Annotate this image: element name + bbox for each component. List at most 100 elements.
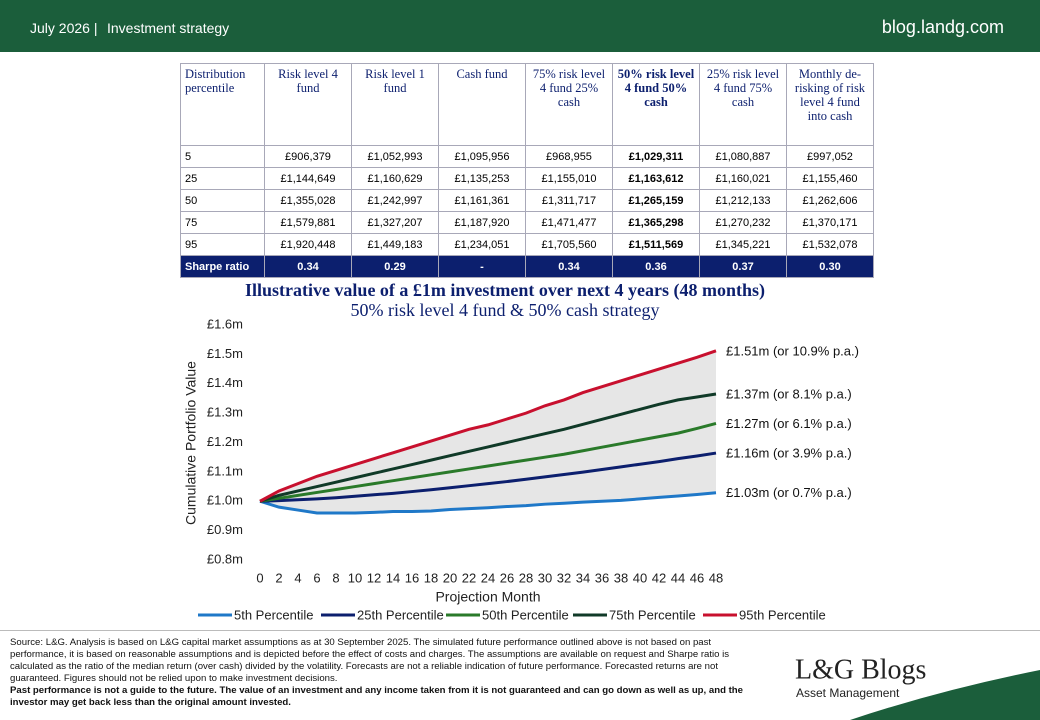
series-line — [259, 421, 717, 503]
x-tick-label: 2 — [275, 570, 282, 585]
table-cell: £1,532,078 — [786, 233, 874, 256]
column-header: Distribution percentile — [180, 63, 265, 146]
x-tick-label: 26 — [500, 570, 514, 585]
series-line — [259, 491, 717, 515]
x-tick-label: 14 — [386, 570, 400, 585]
column-header: Cash fund — [438, 63, 526, 146]
y-tick-label: £0.9m — [207, 522, 243, 537]
y-tick-label: £1.2m — [207, 434, 243, 449]
y-tick-label: £1.4m — [207, 375, 243, 390]
table-cell: £1,163,612 — [612, 167, 700, 190]
x-tick-label: 28 — [519, 570, 533, 585]
table-cell: £1,161,361 — [438, 189, 526, 212]
end-annotation: £1.03m (or 0.7% p.a.) — [726, 485, 852, 500]
source-note: Source: L&G. Analysis is based on L&G ca… — [10, 637, 730, 684]
summary-cell: 0.37 — [699, 255, 787, 278]
x-tick-label: 46 — [690, 570, 704, 585]
legend-label: 5th Percentile — [234, 607, 314, 622]
data-table: Distribution percentile Risk level 4 fund… — [180, 63, 874, 278]
table-cell: £1,262,606 — [786, 189, 874, 212]
end-annotation: £1.16m (or 3.9% p.a.) — [726, 446, 852, 461]
logo-text: L&G Blogs — [795, 654, 926, 685]
series-line — [259, 392, 717, 503]
summary-cell: - — [438, 255, 526, 278]
x-axis-label: Projection Month — [435, 589, 540, 605]
table-cell: £1,265,159 — [612, 189, 700, 212]
y-tick-label: £1.0m — [207, 493, 243, 508]
table-row: 95 £1,920,448 £1,449,183 £1,234,051 £1,705,5… — [180, 233, 874, 256]
x-tick-label: 36 — [595, 570, 609, 585]
summary-cell: 0.30 — [786, 255, 874, 278]
x-tick-label: 0 — [256, 570, 263, 585]
table-cell: £906,379 — [264, 145, 352, 168]
table-cell: £1,365,298 — [612, 211, 700, 234]
x-tick-label: 40 — [633, 570, 647, 585]
x-tick-label: 16 — [405, 570, 419, 585]
table-row: 5 £906,379 £1,052,993 £1,095,956 £968,955 £1,… — [180, 145, 874, 168]
header-bar: July 2026 | Investment strategy blog.lan… — [0, 0, 1040, 52]
x-tick-label: 8 — [332, 570, 339, 585]
series-line — [259, 451, 717, 503]
end-annotation: £1.27m (or 6.1% p.a.) — [726, 416, 852, 431]
chart: Illustrative value of a £1m investment o… — [183, 280, 859, 622]
y-tick-label: £0.8m — [207, 551, 243, 566]
logo: L&G Blogs Asset Management — [795, 654, 1040, 720]
x-tick-label: 24 — [481, 570, 495, 585]
footer-rule — [0, 630, 1040, 631]
table-cell: £1,234,051 — [438, 233, 526, 256]
column-header: 25% risk level 4 fund 75% cash — [699, 63, 787, 146]
column-header: Risk level 1 fund — [351, 63, 439, 146]
table-cell: £1,029,311 — [612, 145, 700, 168]
percentile-band — [260, 350, 716, 513]
logo-swoosh — [850, 670, 1040, 720]
x-tick-label: 32 — [557, 570, 571, 585]
y-axis-label: Cumulative Portfolio Value — [183, 361, 199, 525]
x-tick-label: 44 — [671, 570, 685, 585]
end-annotation: £1.37m (or 8.1% p.a.) — [726, 386, 852, 401]
table-cell: £1,345,221 — [699, 233, 787, 256]
x-tick-label: 42 — [652, 570, 666, 585]
chart-title: Illustrative value of a £1m investment o… — [245, 280, 765, 301]
summary-row: Sharpe ratio 0.34 0.29-0.34 0.36 0.37 0.30 — [180, 255, 874, 278]
disclaimer: Past performance is not a guide to the f… — [10, 685, 743, 708]
legend-label: 75th Percentile — [609, 607, 696, 622]
table-cell: 50 — [180, 189, 265, 212]
legend-label: 50th Percentile — [482, 607, 569, 622]
column-header: Monthly de-risking of risk level 4 fund … — [786, 63, 874, 146]
x-tick-label: 18 — [424, 570, 438, 585]
x-tick-label: 30 — [538, 570, 552, 585]
summary-cell: Sharpe ratio — [180, 255, 265, 278]
table-cell: £1,242,997 — [351, 189, 439, 212]
table-cell: £1,095,956 — [438, 145, 526, 168]
x-tick-label: 48 — [709, 570, 723, 585]
header-row: Distribution percentile Risk level 4 fund… — [180, 63, 874, 146]
y-tick-label: £1.6m — [207, 316, 243, 331]
table-cell: £968,955 — [525, 145, 613, 168]
x-tick-label: 10 — [348, 570, 362, 585]
header-site: blog.landg.com — [881, 17, 1004, 37]
x-tick-label: 6 — [313, 570, 320, 585]
end-annotation: £1.51m (or 10.9% p.a.) — [726, 343, 859, 358]
x-tick-label: 22 — [462, 570, 476, 585]
table-row: 25 £1,144,649 £1,160,629 £1,135,253 £1,155,0… — [180, 167, 874, 190]
x-tick-label: 12 — [367, 570, 381, 585]
table-cell: £1,370,171 — [786, 211, 874, 234]
summary-cell: 0.29 — [351, 255, 439, 278]
header-section: Investment strategy — [107, 20, 230, 36]
logo-subtext: Asset Management — [796, 686, 900, 700]
header-date: July 2026 | — [30, 20, 98, 36]
x-tick-label: 34 — [576, 570, 590, 585]
legend-label: 95th Percentile — [739, 607, 826, 622]
table-row: 50 £1,355,028 £1,242,997 £1,161,361 £1,311,7… — [180, 189, 874, 212]
summary-cell: 0.36 — [612, 255, 700, 278]
y-tick-label: £1.3m — [207, 405, 243, 420]
x-tick-label: 38 — [614, 570, 628, 585]
x-tick-label: 4 — [294, 570, 301, 585]
chart-subtitle: 50% risk level 4 fund & 50% cash strateg… — [351, 300, 660, 320]
footer: Source: L&G. Analysis is based on L&G ca… — [10, 637, 770, 709]
table-cell: £1,155,460 — [786, 167, 874, 190]
table-cell: £1,160,629 — [351, 167, 439, 190]
y-tick-label: £1.5m — [207, 346, 243, 361]
series-line — [259, 349, 717, 503]
